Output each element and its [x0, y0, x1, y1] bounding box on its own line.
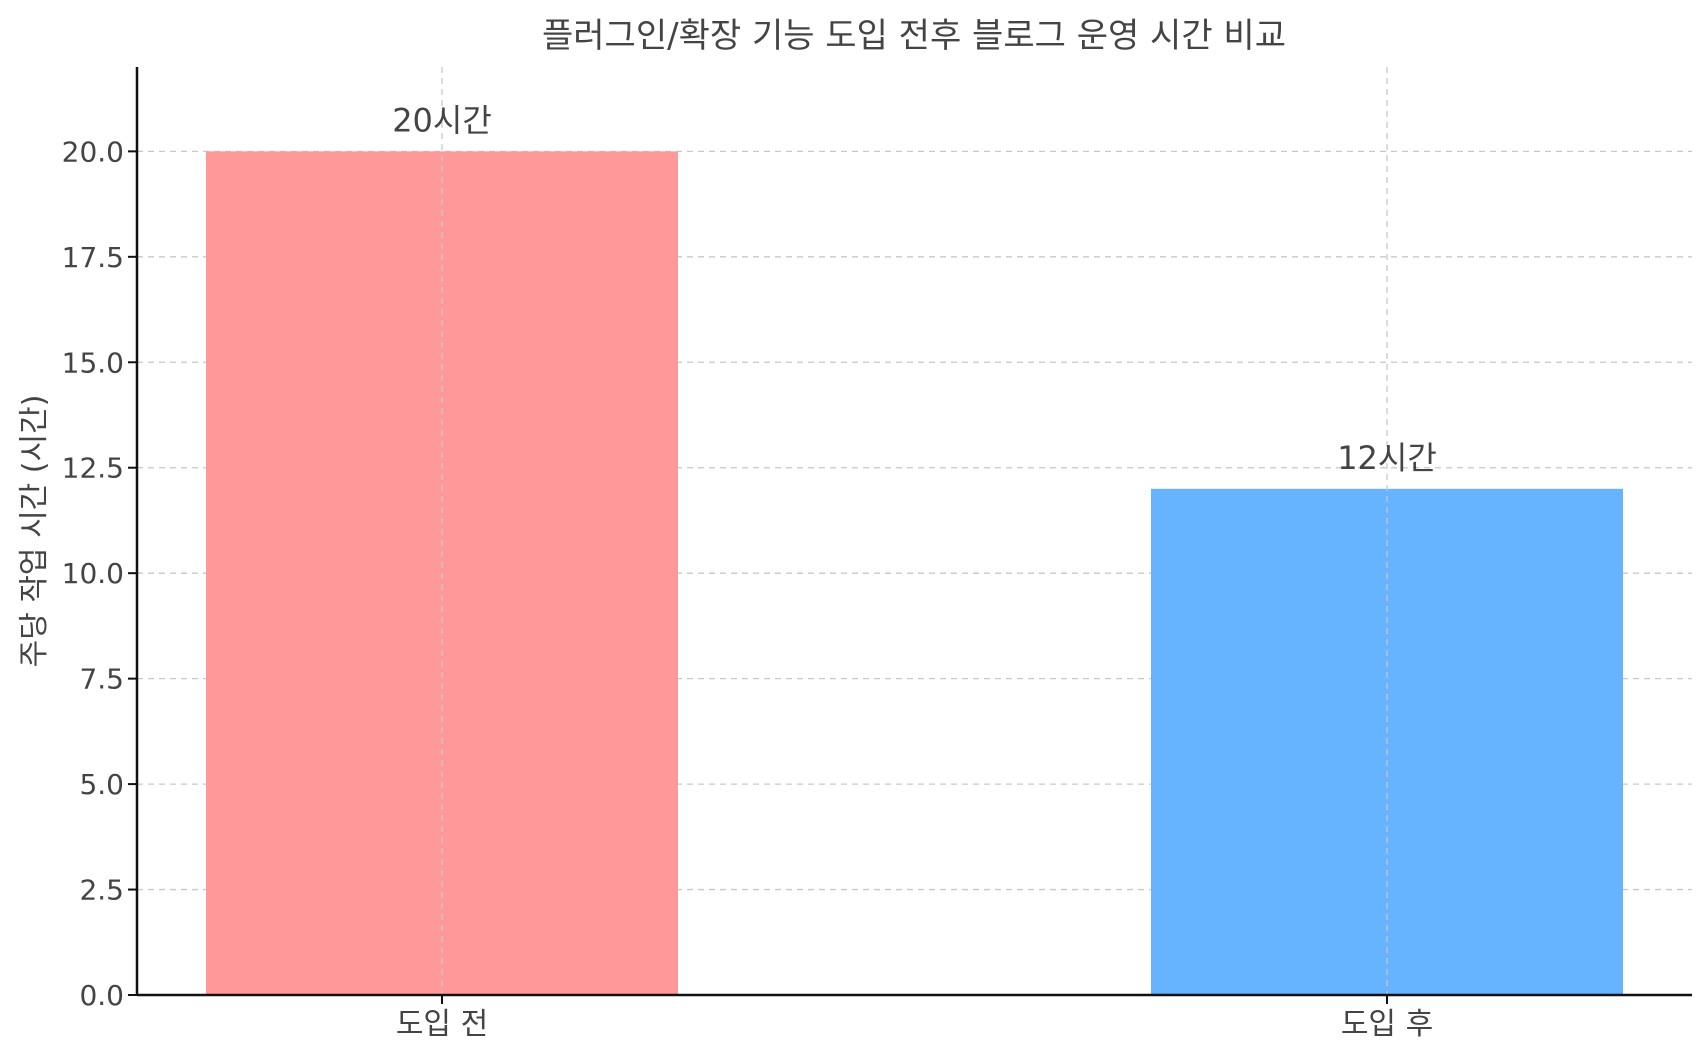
chart-title: 플러그인/확장 기능 도입 전후 블로그 운영 시간 비교: [542, 16, 1286, 56]
data-label: 12시간: [1337, 439, 1437, 477]
y-tick-label: 7.5: [79, 663, 124, 696]
ticks-layer: [128, 150, 1388, 1004]
x-tick-label: 도입 전: [396, 1007, 488, 1042]
y-tick-label: 20.0: [62, 135, 124, 168]
y-axis-label: 주당 작업 시간 (시간): [17, 395, 52, 668]
axes-layer: [135, 67, 1692, 997]
y-tick-label: 5.0: [79, 768, 124, 801]
x-tick-label: 도입 후: [1341, 1007, 1433, 1042]
y-tick-label: 12.5: [62, 452, 124, 485]
bars-layer: [206, 67, 1623, 995]
data-label: 20시간: [392, 101, 492, 139]
y-tick-label: 2.5: [79, 874, 124, 907]
y-tick-label: 0.0: [79, 979, 124, 1012]
labels-layer: 0.0 2.5 5.0 7.5 10.0 12.5 15.0 17.5 20.0 도입 전 20시간…: [62, 101, 1437, 1042]
y-tick-label: 15.0: [62, 346, 124, 379]
y-tick-label: 10.0: [62, 557, 124, 590]
y-tick-label: 17.5: [62, 241, 124, 274]
